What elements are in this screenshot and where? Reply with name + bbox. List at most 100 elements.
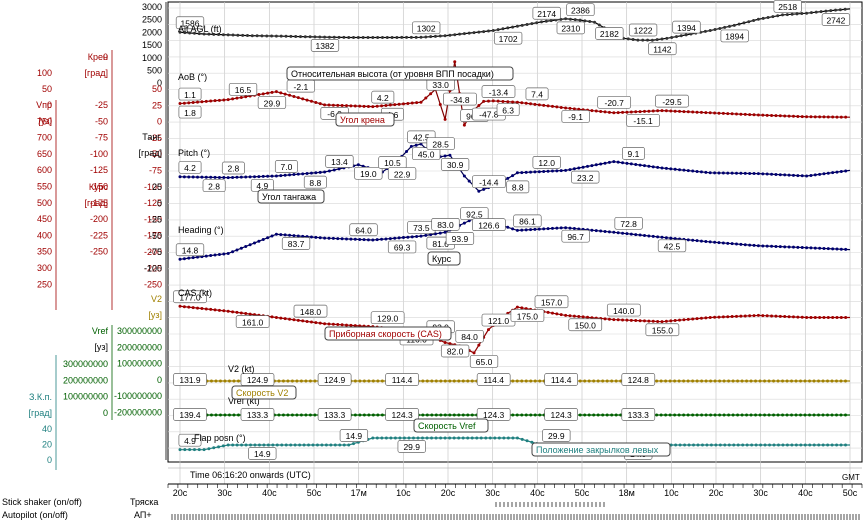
series-point <box>257 175 261 179</box>
series-point <box>656 165 660 169</box>
value-label-text: 1222 <box>634 26 653 36</box>
series-point <box>207 447 211 451</box>
series-point <box>713 413 717 417</box>
scale-tick-label: -125 <box>90 165 108 175</box>
series-point <box>337 167 341 171</box>
series-point <box>239 175 243 179</box>
series-point <box>634 233 638 237</box>
series-point <box>677 379 681 383</box>
series-point <box>466 379 470 383</box>
series-point <box>448 153 452 157</box>
series-point <box>540 20 544 24</box>
series-point <box>590 164 594 168</box>
series-point <box>409 144 413 148</box>
series-point <box>763 413 767 417</box>
series-point <box>616 231 620 235</box>
series-point <box>723 443 727 447</box>
series-point <box>183 448 187 452</box>
series-point <box>783 114 787 118</box>
value-label-text: 4.9 <box>184 436 196 446</box>
series-point <box>695 317 699 321</box>
series-point <box>704 170 708 174</box>
series-point <box>826 413 830 417</box>
series-point <box>785 13 789 17</box>
series-point <box>467 219 471 223</box>
series-point <box>704 413 708 417</box>
series-point <box>533 379 537 383</box>
series-point <box>736 443 740 447</box>
value-label: 2518 <box>773 0 802 13</box>
series-point <box>277 413 281 417</box>
series-point <box>187 175 191 179</box>
series-point <box>655 38 659 42</box>
series-point <box>214 379 218 383</box>
value-label: 133.3 <box>240 408 275 421</box>
value-label: 64.0 <box>349 223 378 237</box>
value-label-text: 2.8 <box>208 181 220 191</box>
series-point <box>433 34 437 38</box>
series-point <box>555 312 559 316</box>
series-point <box>638 233 642 237</box>
series-point <box>231 250 235 254</box>
value-label-text: 124.9 <box>324 375 346 385</box>
series-point <box>776 379 780 383</box>
series-point <box>646 38 650 42</box>
series-point <box>384 237 388 241</box>
series-point <box>388 237 392 241</box>
series-point <box>564 226 568 230</box>
series-point <box>457 436 461 440</box>
series-point <box>178 257 182 261</box>
series-point <box>236 33 240 37</box>
scale-tick-label: -175 <box>144 231 162 241</box>
value-label: 161.0 <box>235 315 270 328</box>
series-point <box>255 34 259 38</box>
series-point <box>458 32 462 36</box>
series-point <box>448 379 452 383</box>
value-label: 124.9 <box>317 373 352 386</box>
value-label: 16.5 <box>228 82 258 96</box>
series-point <box>745 413 749 417</box>
value-label: 124.3 <box>476 408 511 421</box>
series-point <box>362 413 366 417</box>
series-point <box>597 23 601 27</box>
series-point <box>529 102 533 106</box>
series-point <box>275 443 279 447</box>
value-label: 2182 <box>595 27 624 40</box>
value-label-text: -47.8 <box>479 110 499 120</box>
series-point <box>629 110 633 114</box>
series-point <box>603 110 607 114</box>
series-point <box>686 317 690 321</box>
series-point <box>218 413 222 417</box>
scale-tick-label: 300000000 <box>117 326 162 336</box>
series-point <box>844 379 848 383</box>
series-point <box>482 99 486 103</box>
series-point <box>236 379 240 383</box>
value-label: -14.4 <box>471 175 506 189</box>
series-point <box>390 35 394 39</box>
series-point <box>835 379 839 383</box>
series-point <box>236 413 240 417</box>
scale-tick-label: -75 <box>95 133 108 143</box>
series-point <box>796 315 800 319</box>
series-point <box>735 242 739 246</box>
value-label-text: 124.3 <box>551 410 573 420</box>
value-label-text: 45.0 <box>418 149 435 159</box>
series-point <box>217 33 221 37</box>
series-point <box>419 35 423 39</box>
series-point <box>511 227 515 231</box>
series-point <box>443 230 447 234</box>
legend-heading: Курс <box>427 251 461 266</box>
series-point <box>718 26 722 30</box>
scale-tick-label: 300 <box>37 263 52 273</box>
scale-tick-label: -75 <box>149 166 162 176</box>
series-point <box>695 413 699 417</box>
series-point <box>187 305 191 309</box>
series-point <box>191 256 195 260</box>
series-point <box>209 254 213 258</box>
series-point <box>279 91 283 95</box>
scale-tick-label: -250 <box>90 247 108 257</box>
series-point <box>397 102 401 106</box>
series-point <box>296 318 300 322</box>
series-point <box>524 170 528 174</box>
series-point <box>743 171 747 175</box>
